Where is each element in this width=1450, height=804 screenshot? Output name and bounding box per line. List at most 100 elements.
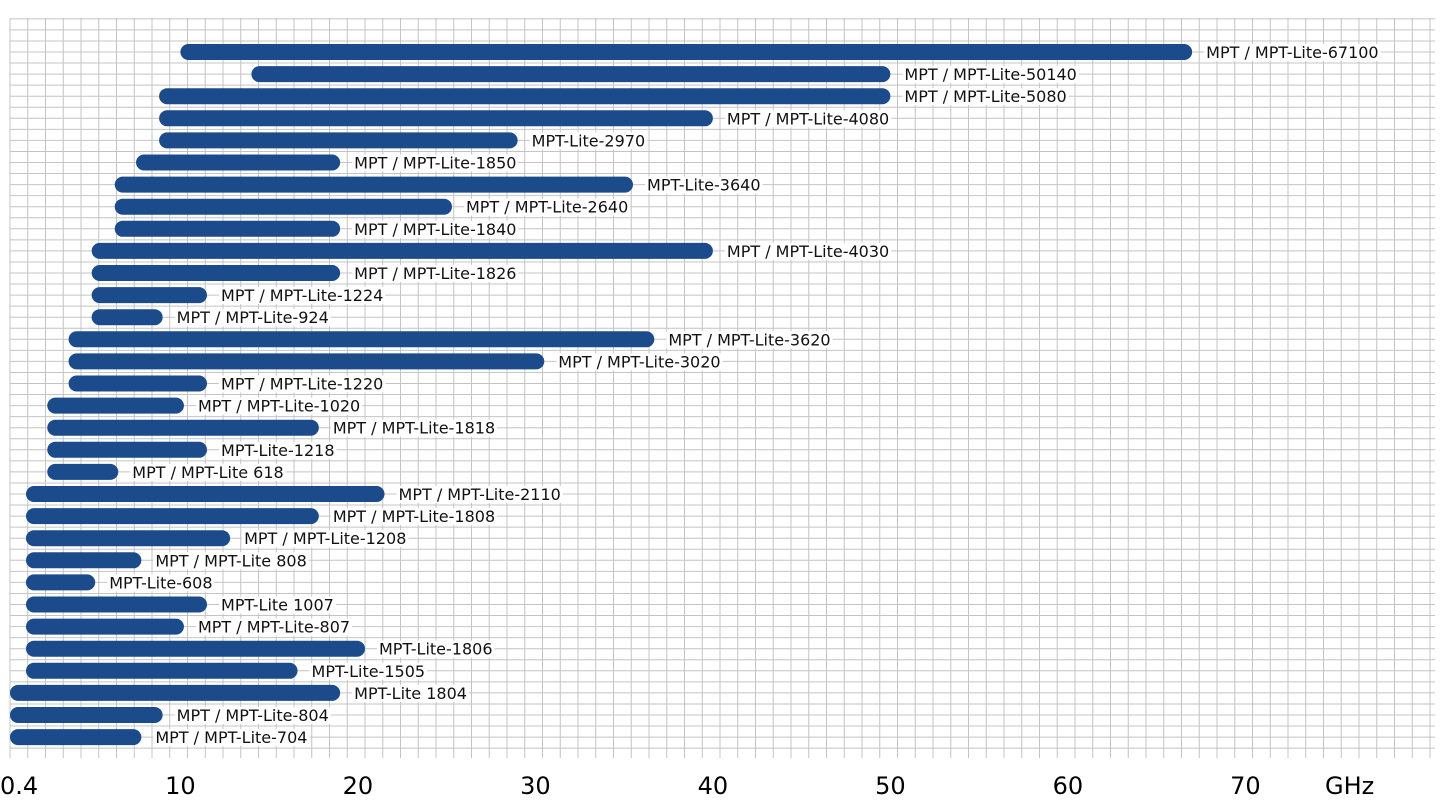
bar-label-background (153, 552, 309, 570)
bar-label-background (352, 220, 519, 238)
bar-label-background (529, 132, 648, 150)
bar-label: MPT / MPT-Lite-1850 (354, 154, 516, 173)
range-bar (91, 287, 208, 304)
range-bar (91, 242, 713, 259)
range-bar (159, 132, 518, 149)
bar-label: MPT / MPT-Lite-804 (177, 706, 329, 725)
range-bar (10, 707, 163, 723)
bar-label-background (219, 596, 336, 614)
bar-label-background (195, 618, 353, 636)
bar-label: MPT-Lite-1806 (379, 640, 493, 659)
bar-label-background (352, 154, 519, 172)
range-bar (10, 729, 142, 746)
range-bar (159, 110, 713, 127)
range-bar (47, 463, 119, 480)
bar-label: MPT / MPT-Lite-1818 (333, 419, 495, 438)
bar-label-background (330, 419, 498, 437)
bar-series (10, 44, 1193, 746)
bar-label-background (219, 287, 386, 305)
bar-label-background (377, 640, 495, 658)
bar-label: MPT / MPT-Lite-4030 (727, 242, 889, 261)
bar-label: MPT / MPT-Lite-1020 (198, 397, 360, 416)
bar-label-background (174, 707, 331, 724)
bar-label-background (902, 66, 1079, 84)
bar-label: MPT / MPT-Lite-1808 (333, 507, 495, 526)
bar-label-background (107, 574, 215, 592)
bar-label-background (219, 441, 337, 459)
bar-label-background (724, 110, 892, 128)
range-bar (25, 640, 365, 657)
x-tick-label: 0.4 (0, 772, 38, 800)
bar-label-background (556, 353, 723, 371)
bar-label: MPT / MPT-Lite-924 (177, 308, 329, 327)
x-axis-unit-label: GHz (1325, 772, 1374, 800)
range-bar (47, 441, 208, 458)
bar-label: MPT-Lite-608 (109, 573, 212, 592)
bar-label-background (130, 463, 286, 481)
range-bar (114, 176, 634, 193)
x-tick-label: 10 (165, 772, 196, 800)
bar-label: MPT / MPT-Lite-4080 (727, 109, 889, 128)
bar-label-background (219, 375, 386, 393)
range-bar (25, 508, 319, 525)
bar-labels: MPT / MPT-Lite-67100 MPT / MPT-Lite-50140… (107, 43, 1381, 747)
range-bar (251, 66, 891, 83)
range-bar (114, 220, 341, 237)
bar-label: MPT / MPT-Lite-67100 (1206, 43, 1378, 62)
range-bar (68, 353, 545, 370)
range-bar (10, 684, 341, 701)
bar-label: MPT-Lite-3640 (647, 176, 761, 195)
x-tick-label: 60 (1053, 772, 1084, 800)
bar-label-background (724, 242, 892, 260)
bar-label-background (352, 265, 519, 282)
bar-label-background (153, 729, 310, 747)
bar-label: MPT / MPT-Lite-1840 (354, 220, 516, 239)
range-bar (180, 44, 1193, 60)
bar-label: MPT / MPT-Lite-2110 (399, 485, 561, 504)
range-bar (68, 375, 208, 392)
bar-label-background (352, 684, 469, 702)
bar-label-background (174, 309, 331, 327)
range-bar (91, 265, 341, 281)
bar-label-background (330, 508, 498, 526)
bar-label: MPT-Lite 1804 (354, 684, 467, 703)
bar-label: MPT / MPT-Lite-704 (155, 728, 307, 747)
range-bar (47, 397, 184, 414)
range-bar (136, 154, 341, 171)
range-bar (25, 530, 231, 547)
range-bar (25, 596, 208, 613)
range-bar (25, 662, 298, 679)
bar-label-background (666, 331, 833, 349)
range-bar (159, 88, 891, 105)
bar-label: MPT-Lite-1218 (221, 441, 335, 460)
bar-label: MPT / MPT-Lite-807 (198, 618, 350, 637)
range-bar (25, 552, 142, 569)
bar-label: MPT / MPT-Lite-1224 (221, 286, 383, 305)
range-bar (25, 574, 96, 591)
bar-label-background (396, 486, 563, 503)
bar-label: MPT / MPT-Lite-5080 (904, 87, 1066, 106)
bar-label-background (463, 198, 631, 216)
bar-label: MPT / MPT-Lite-50140 (904, 65, 1076, 84)
bar-label: MPT / MPT-Lite-1826 (354, 264, 516, 283)
bar-label: MPT / MPT-Lite-2640 (466, 198, 628, 217)
bar-label-background (645, 176, 763, 194)
range-bar (47, 419, 319, 436)
bar-label-background (242, 530, 409, 548)
bar-label-background (309, 662, 428, 680)
bar-label: MPT / MPT-Lite 618 (132, 463, 283, 482)
x-tick-label: 20 (343, 772, 374, 800)
bar-label-background (195, 397, 363, 415)
range-bar (25, 618, 184, 635)
bar-label: MPT-Lite-2970 (532, 131, 646, 150)
range-bar (68, 331, 655, 348)
bar-label: MPT / MPT-Lite-1220 (221, 375, 383, 394)
bar-label: MPT / MPT-Lite-1208 (244, 529, 406, 548)
x-axis: GHz 0.4 10 20 30 40 50 60 70 (0, 772, 1374, 800)
range-bar (91, 309, 163, 326)
x-tick-label: 40 (698, 772, 729, 800)
bar-label: MPT / MPT-Lite 808 (155, 551, 306, 570)
bar-label: MPT / MPT-Lite-3020 (558, 352, 720, 371)
range-bar (114, 198, 452, 215)
